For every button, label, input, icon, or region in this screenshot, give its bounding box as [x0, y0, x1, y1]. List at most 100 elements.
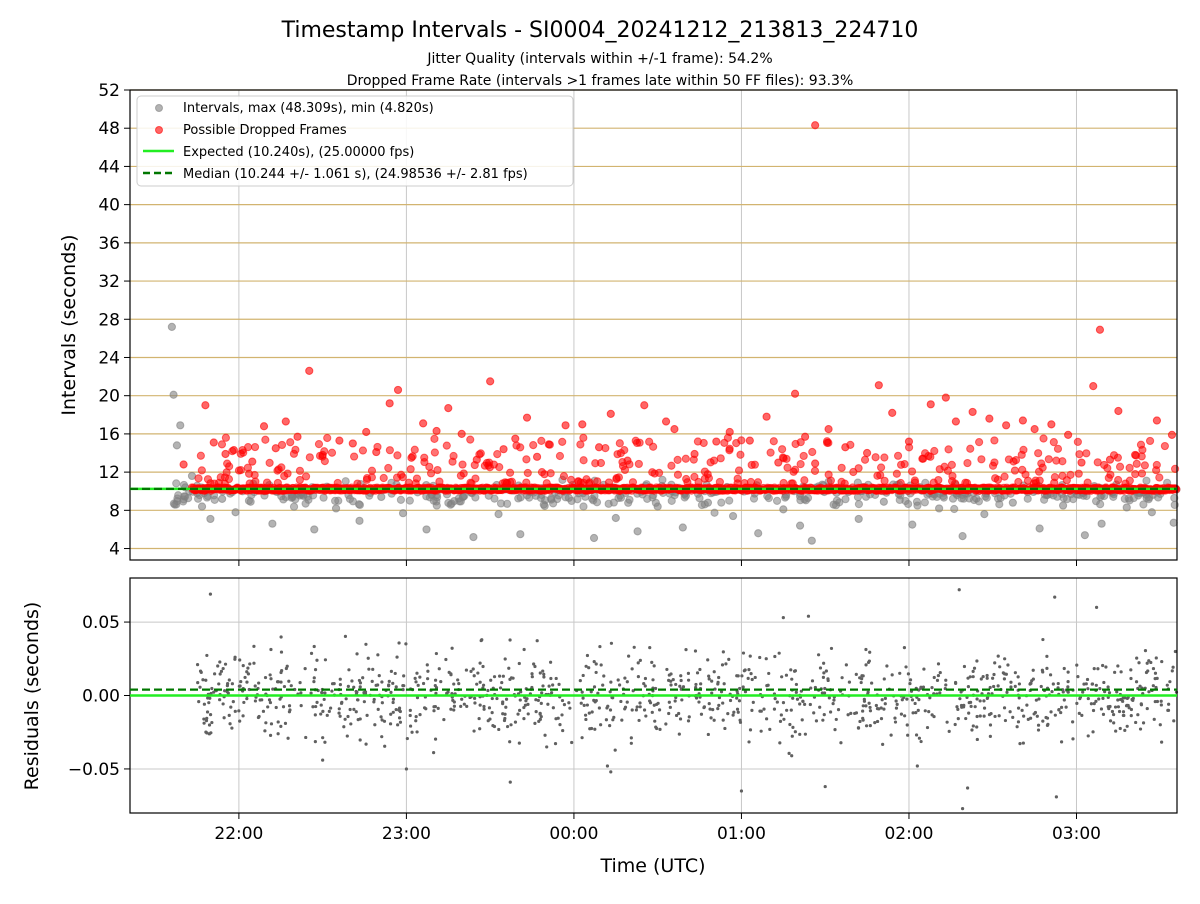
interval-point — [494, 510, 503, 519]
residual-point — [432, 751, 436, 755]
dropped-frame-point — [404, 478, 413, 487]
residual-point — [650, 710, 654, 714]
residual-point — [908, 678, 913, 682]
interval-point — [1080, 531, 1089, 540]
residual-point — [391, 681, 395, 685]
dropped-frame-point — [1077, 458, 1086, 467]
residual-point — [478, 727, 482, 731]
dropped-frame-point — [849, 467, 858, 477]
residual-point — [580, 736, 584, 740]
residual-point — [620, 718, 624, 722]
dropped-frame-point — [435, 477, 444, 486]
residual-point — [985, 673, 989, 678]
residual-point — [433, 678, 438, 682]
dropped-frame-point — [896, 478, 905, 488]
residual-point — [677, 732, 681, 736]
residual-point — [902, 646, 907, 650]
residual-point — [280, 668, 284, 673]
dropped-frame-point — [808, 447, 817, 457]
residual-point — [975, 725, 979, 729]
residual-point — [471, 667, 475, 671]
residual-point — [681, 685, 686, 689]
residual-point — [205, 731, 209, 735]
residual-point — [625, 700, 629, 704]
dropped-frame-point — [823, 438, 832, 447]
residual-point — [954, 681, 958, 685]
residual-point — [859, 680, 863, 685]
residual-point — [992, 672, 996, 677]
interval-point — [703, 498, 713, 507]
dropped-frame-point — [596, 458, 606, 468]
residual-point — [1129, 676, 1133, 681]
interval-point — [772, 496, 782, 505]
residual-point — [1009, 680, 1013, 684]
residual-point — [1108, 704, 1112, 709]
dropped-frame-point — [248, 457, 257, 466]
residual-point — [490, 711, 494, 715]
residual-point — [264, 721, 268, 725]
interval-point — [573, 495, 582, 504]
residual-point — [644, 714, 648, 718]
dropped-frame-point — [259, 422, 269, 431]
residual-point — [482, 704, 486, 709]
residual-point — [1036, 723, 1041, 727]
residual-point — [1165, 683, 1169, 687]
dropped-frame-point — [1114, 406, 1123, 416]
residual-point — [975, 737, 979, 742]
residual-point — [883, 696, 888, 700]
dropped-frame-point — [291, 445, 300, 454]
residual-point — [938, 691, 942, 695]
residual-point — [790, 754, 794, 758]
dropped-frame-point — [880, 453, 889, 462]
residual-point — [344, 697, 348, 701]
dropped-frame-point — [640, 401, 649, 410]
residual-point — [330, 689, 334, 693]
residual-point — [498, 674, 502, 678]
residual-point — [1101, 696, 1105, 700]
residual-point — [370, 679, 374, 683]
interval-point — [1035, 524, 1044, 533]
interval-point — [1144, 495, 1153, 504]
residual-point — [766, 683, 770, 687]
residual-point — [365, 713, 369, 717]
residual-point — [426, 669, 430, 673]
residual-point — [590, 710, 594, 714]
residual-point — [397, 716, 402, 720]
dropped-frame-point — [811, 459, 820, 468]
residual-point — [507, 666, 511, 670]
residual-point — [343, 717, 347, 721]
residual-point — [975, 714, 979, 719]
residual-point — [1172, 719, 1176, 723]
residual-point — [648, 646, 652, 650]
residual-point — [962, 664, 967, 669]
residual-point — [898, 671, 902, 675]
dropped-frame-point — [476, 449, 485, 458]
dropped-frame-point — [951, 417, 960, 426]
residual-point — [522, 647, 526, 652]
interval-point — [996, 493, 1005, 503]
interval-point — [1008, 498, 1017, 507]
residual-point — [581, 673, 585, 678]
dropped-frame-point — [810, 466, 820, 476]
dropped-frame-point — [385, 446, 394, 455]
residual-point — [695, 671, 700, 675]
residual-point — [248, 662, 252, 666]
residual-point — [518, 698, 522, 702]
residual-point — [340, 700, 344, 704]
residual-point — [790, 677, 794, 681]
residual-point — [226, 691, 230, 695]
residual-point — [218, 698, 222, 702]
residual-point — [549, 676, 553, 681]
dropped-frame-point — [281, 417, 290, 426]
residual-point — [1002, 677, 1007, 681]
residual-point — [608, 708, 613, 712]
dropped-frame-point — [824, 470, 833, 479]
residual-point — [758, 709, 762, 713]
dropped-frame-point — [1049, 438, 1058, 447]
residual-point — [906, 733, 910, 737]
dropped-frame-point — [892, 469, 901, 478]
residual-point — [442, 717, 446, 722]
interval-point — [169, 390, 178, 399]
residual-point — [1057, 708, 1061, 712]
residual-point — [364, 742, 368, 746]
